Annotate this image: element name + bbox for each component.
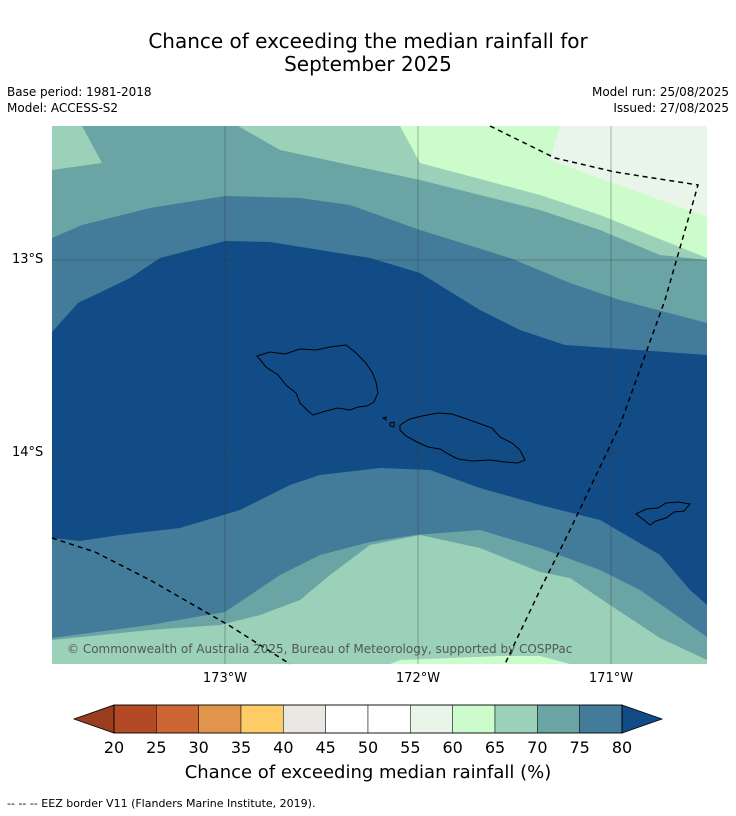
- colorbar-tick-label: 20: [103, 738, 125, 757]
- colorbar-tick-label: 35: [230, 738, 252, 757]
- islands: [256, 344, 691, 526]
- eez-legend-note: -- -- -- EEZ border V11 (Flanders Marine…: [7, 797, 316, 810]
- island-savaii: [256, 344, 379, 416]
- colorbar-under-arrow: [72, 704, 115, 734]
- colorbar-segment: [113, 704, 157, 734]
- colorbar-outline: [113, 704, 623, 734]
- title-line-2: September 2025: [284, 52, 452, 76]
- base-period: Base period: 1981-2018: [7, 85, 152, 99]
- island-upolu: [399, 412, 526, 464]
- colorbar-title: Chance of exceeding median rainfall (%): [184, 762, 552, 783]
- colorbar-over-arrow: [621, 704, 664, 734]
- colorbar-segment: [452, 704, 496, 734]
- colorbar-tick-label: 55: [400, 738, 421, 757]
- colorbar-segment: [579, 704, 623, 734]
- contour-65-70-corner: [52, 126, 102, 170]
- model-name: Model: ACCESS-S2: [7, 101, 119, 115]
- title-line-1: Chance of exceeding the median rainfall …: [148, 29, 588, 53]
- lon-label-173w: 173°W: [202, 671, 248, 686]
- colorbar-tick-label: 50: [357, 738, 379, 757]
- colorbar-tick-label: 40: [273, 738, 294, 757]
- colorbar-tick-label: 80: [611, 738, 633, 757]
- contour-65-70-bottom: [52, 535, 707, 664]
- model-info: Base period: 1981-2018 Model: ACCESS-S2: [7, 84, 152, 116]
- eez-border: [51, 125, 699, 665]
- colorbar-tick-label: 30: [188, 738, 209, 757]
- issue-info: Model run: 25/08/2025 Issued: 27/08/2025: [592, 84, 729, 116]
- lon-label-171w: 171°W: [588, 671, 634, 686]
- colorbar-tick-label: 45: [315, 738, 336, 757]
- colorbar-segment: [410, 704, 453, 734]
- island-manono: [381, 416, 387, 421]
- model-run: Model run: 25/08/2025: [591, 85, 729, 99]
- contour-60-65-bottom: [390, 656, 570, 664]
- colorbar-segment: [156, 704, 199, 734]
- lon-label-172w: 172°W: [395, 671, 441, 686]
- colorbar-tick-labels: 20 25 30 35 40 45 50 55 60 65 70 75 80: [0, 738, 736, 758]
- issued-date: Issued: 27/08/2025: [613, 101, 729, 115]
- colorbar-segments: [113, 704, 623, 734]
- colorbar-tick-label: 75: [569, 738, 590, 757]
- probability-contours: [52, 126, 707, 664]
- map-title: Chance of exceeding the median rainfall …: [0, 30, 736, 76]
- island-tutuila: [635, 501, 691, 526]
- colorbar-tick-label: 25: [146, 738, 167, 757]
- contour-55-60-top: [550, 126, 707, 217]
- colorbar-segment: [367, 704, 411, 734]
- colorbar-segment: [537, 704, 580, 734]
- eez-border-line-bottom: [51, 537, 291, 665]
- island-apolima: [389, 421, 395, 428]
- colorbar-segment: [494, 704, 538, 734]
- lat-label-13s: 13°S: [12, 252, 44, 267]
- colorbar-segment: [198, 704, 242, 734]
- colorbar-segment: [325, 704, 369, 734]
- copyright-notice: © Commonwealth of Australia 2025, Bureau…: [67, 642, 573, 656]
- colorbar-segment: [240, 704, 284, 734]
- colorbar-segment: [283, 704, 326, 734]
- contour-above-80: [52, 241, 707, 605]
- colorbar: [72, 704, 664, 734]
- colorbar-tick-label: 70: [527, 738, 548, 757]
- graticule: [52, 126, 707, 664]
- lat-label-14s: 14°S: [12, 445, 44, 460]
- colorbar-tick-label: 60: [442, 738, 463, 757]
- colorbar-tick-label: 65: [484, 738, 506, 757]
- eez-border-line-top: [489, 125, 699, 665]
